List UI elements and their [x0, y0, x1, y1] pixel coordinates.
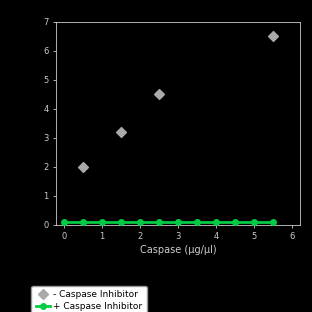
Point — [118, 129, 123, 134]
Point — [271, 34, 275, 39]
Point — [156, 92, 161, 97]
Point — [80, 164, 85, 169]
X-axis label: Caspase (µg/µl): Caspase (µg/µl) — [139, 246, 216, 256]
Legend: - Caspase Inhibitor, + Caspase Inhibitor: - Caspase Inhibitor, + Caspase Inhibitor — [32, 286, 147, 312]
